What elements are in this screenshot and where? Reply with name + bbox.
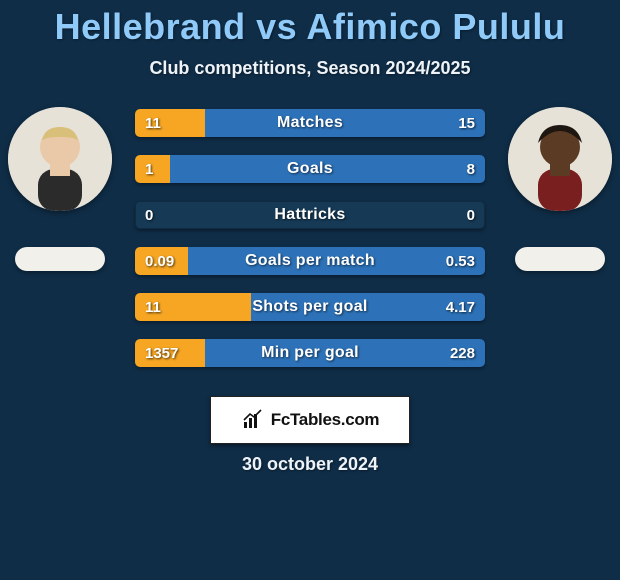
stat-row: 1115Matches <box>135 109 485 137</box>
stat-bar-left <box>135 109 205 137</box>
stats-list: 1115Matches 18Goals 0 0Hattricks 0.090.53Goa… <box>135 109 485 367</box>
player-left-club-logo <box>15 247 105 271</box>
stat-label: Hattricks <box>135 201 485 229</box>
snapshot-date: 30 october 2024 <box>0 454 620 475</box>
stat-row: 0 0Hattricks <box>135 201 485 229</box>
player-right-avatar <box>508 107 612 211</box>
avatar-placeholder-icon <box>8 107 112 211</box>
source-brand-text: FcTables.com <box>271 410 380 430</box>
stat-bar-left <box>135 293 251 321</box>
stat-value-right: 0 <box>457 201 485 229</box>
stat-bar-left <box>135 247 188 275</box>
stat-row: 0.090.53Goals per match <box>135 247 485 275</box>
stat-bar-left <box>135 155 170 183</box>
source-badge[interactable]: FcTables.com <box>210 396 410 444</box>
page-subtitle: Club competitions, Season 2024/2025 <box>0 58 620 79</box>
stat-bar-left <box>135 339 205 367</box>
stat-bar-right <box>205 109 485 137</box>
stat-bar-right <box>205 339 485 367</box>
stat-row: 114.17Shots per goal <box>135 293 485 321</box>
page-title: Hellebrand vs Afimico Pululu <box>0 0 620 48</box>
stat-value-left: 0 <box>135 201 163 229</box>
player-left-avatar <box>8 107 112 211</box>
player-right-club-logo <box>515 247 605 271</box>
player-left-column <box>0 107 120 271</box>
comparison-area: 1115Matches 18Goals 0 0Hattricks 0.090.53Goa… <box>0 107 620 407</box>
stat-bar-right <box>188 247 486 275</box>
player-right-column <box>500 107 620 271</box>
stat-bar-right <box>251 293 486 321</box>
chart-icon <box>241 408 265 432</box>
stat-bar-right <box>170 155 485 183</box>
stat-row: 1357228Min per goal <box>135 339 485 367</box>
avatar-placeholder-icon <box>508 107 612 211</box>
stat-row: 18Goals <box>135 155 485 183</box>
